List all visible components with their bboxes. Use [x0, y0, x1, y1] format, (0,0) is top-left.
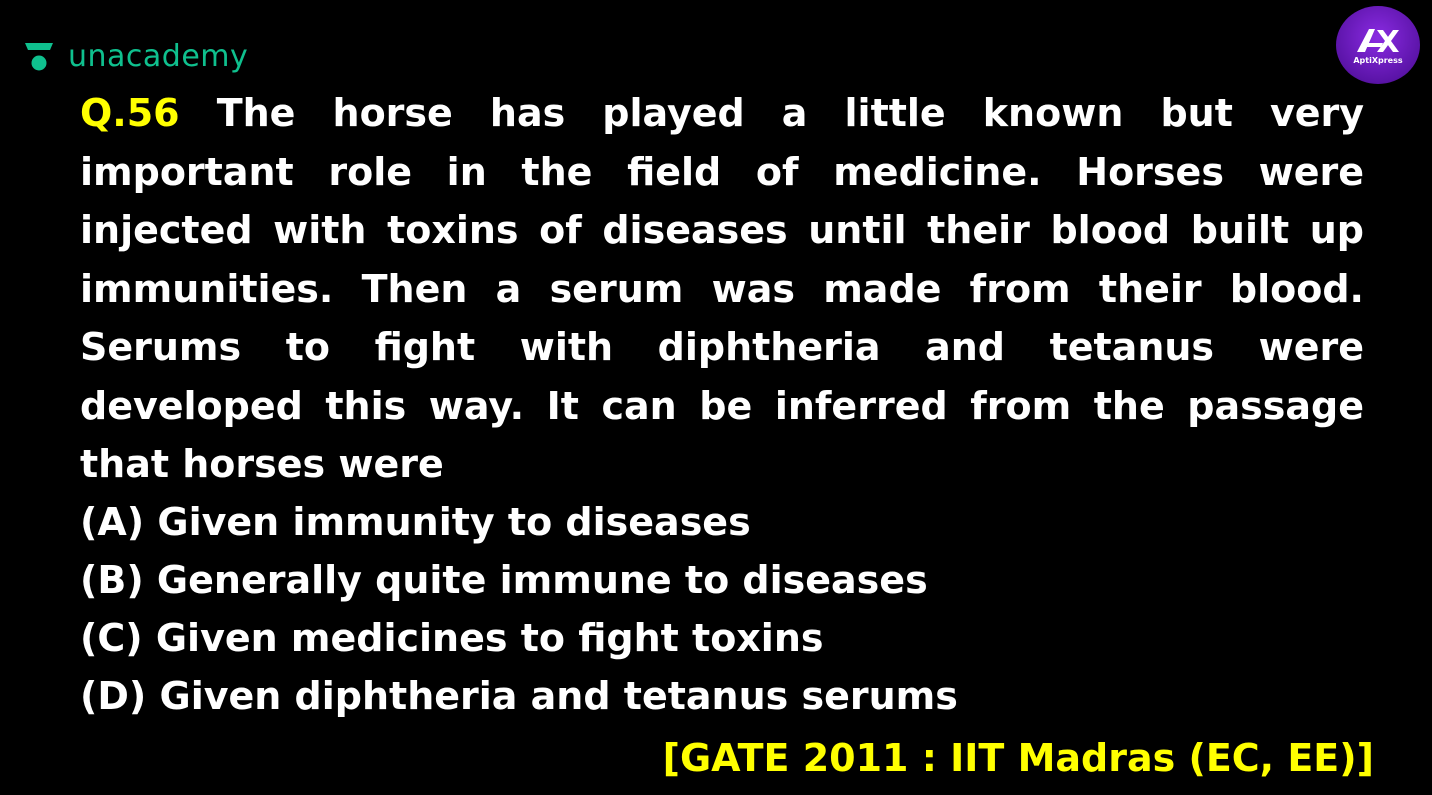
brand-name: unacademy — [68, 38, 249, 74]
option-c: (C) Given medicines to fight toxins — [80, 616, 824, 660]
unacademy-logo-icon — [25, 43, 53, 71]
option-a: (A) Given immunity to diseases — [80, 500, 751, 544]
option-d: (D) Given diphtheria and tetanus serums — [80, 674, 958, 718]
aptixpress-logo-icon — [1357, 28, 1399, 52]
options-list: (A) Given immunity to diseases (B) Gener… — [80, 493, 958, 725]
question-text: The horse has played a little known but … — [80, 91, 1364, 486]
option-b: (B) Generally quite immune to diseases — [80, 558, 928, 602]
question-number: Q.56 — [80, 91, 180, 135]
exam-source: [GATE 2011 : IIT Madras (EC, EE)] — [662, 736, 1374, 780]
aptixpress-badge: AptiXpress — [1336, 6, 1420, 84]
question-block: Q.56 The horse has played a little known… — [80, 84, 1364, 494]
brand-logo: unacademy — [22, 36, 248, 76]
badge-label: AptiXpress — [1353, 55, 1403, 65]
